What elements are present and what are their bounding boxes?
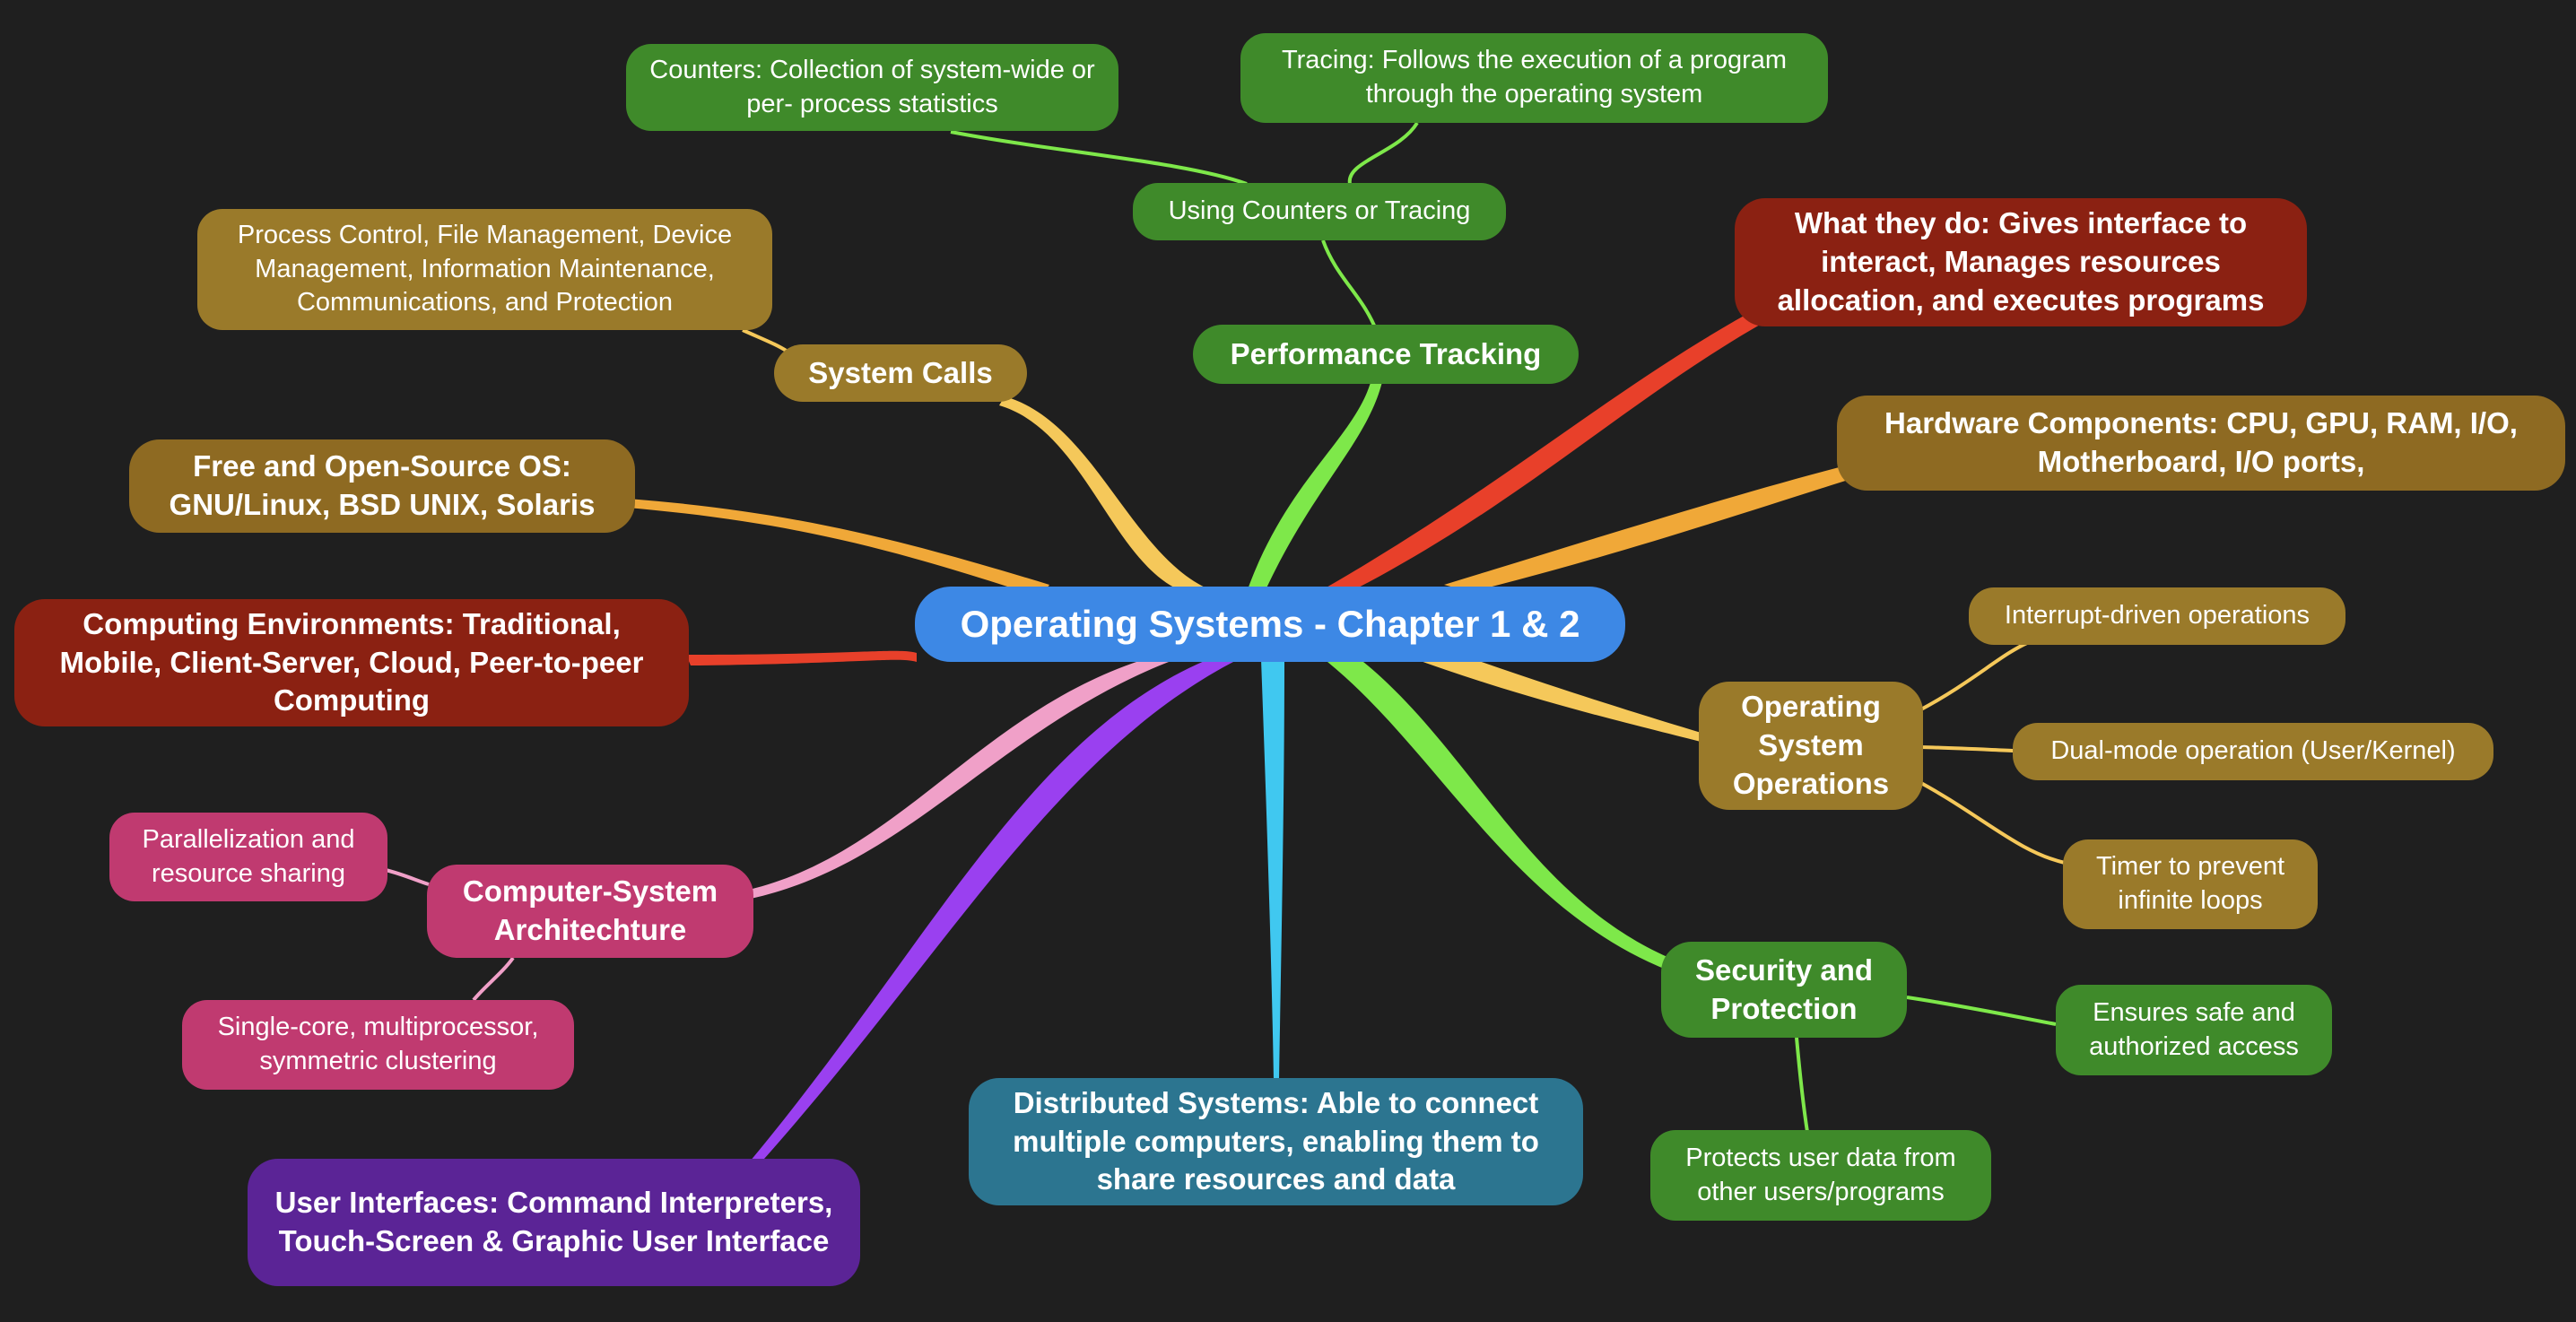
distributed-systems-node[interactable]: Distributed Systems: Able to connect mul… [969, 1078, 1583, 1205]
interrupt-driven-node[interactable]: Interrupt-driven operations [1969, 587, 2345, 645]
security-protection-node[interactable]: Security and Protection [1661, 942, 1907, 1038]
safe-access-node[interactable]: Ensures safe and authorized access [2056, 985, 2332, 1075]
hardware-components-node[interactable]: Hardware Components: CPU, GPU, RAM, I/O,… [1837, 396, 2565, 491]
system-call-types-node[interactable]: Process Control, File Management, Device… [197, 209, 772, 330]
edge-using [1321, 239, 1379, 333]
edge-singlecore [472, 956, 515, 1002]
root-topic[interactable]: Operating Systems - Chapter 1 & 2 [915, 587, 1625, 662]
edge-counters [950, 130, 1248, 186]
user-interfaces-node[interactable]: User Interfaces: Command Interpreters, T… [248, 1159, 860, 1286]
edge-interrupt [1919, 640, 2030, 712]
edge-foss [628, 499, 1049, 597]
dual-mode-node[interactable]: Dual-mode operation (User/Kernel) [2013, 723, 2493, 780]
edge-performance [1247, 359, 1386, 592]
edge-protects [1795, 1037, 1809, 1133]
edge-hardware [1444, 465, 1857, 592]
edge-what-they-do [1318, 305, 1776, 592]
computer-system-architecture-node[interactable]: Computer-System Architechture [427, 865, 753, 958]
edge-security [1318, 655, 1674, 970]
edge-parallel [385, 868, 430, 886]
parallelization-node[interactable]: Parallelization and resource sharing [109, 813, 387, 901]
edge-syscalls [999, 396, 1211, 592]
edge-tracing [1347, 121, 1419, 185]
protects-user-data-node[interactable]: Protects user data from other users/prog… [1650, 1130, 1991, 1221]
edge-syscall-types [742, 328, 789, 353]
using-counters-tracing-node[interactable]: Using Counters or Tracing [1133, 183, 1506, 240]
os-operations-node[interactable]: Operating System Operations [1699, 682, 1923, 810]
edge-distributed [1261, 659, 1284, 1081]
performance-tracking-node[interactable]: Performance Tracking [1193, 325, 1579, 384]
tracing-node[interactable]: Tracing: Follows the execution of a prog… [1240, 33, 1828, 123]
edge-ui [750, 653, 1251, 1167]
timer-node[interactable]: Timer to prevent infinite loops [2063, 839, 2318, 929]
computing-environments-node[interactable]: Computing Environments: Traditional, Mob… [14, 599, 689, 726]
single-core-node[interactable]: Single-core, multiprocessor, symmetric c… [182, 1000, 574, 1090]
edge-computing-env [686, 650, 917, 665]
edge-arch [749, 653, 1193, 899]
foss-node[interactable]: Free and Open-Source OS: GNU/Linux, BSD … [129, 439, 635, 533]
what-they-do-node[interactable]: What they do: Gives interface to interac… [1735, 198, 2307, 326]
edge-osops [1408, 642, 1704, 743]
edge-dualmode [1919, 745, 2015, 752]
edge-timer [1919, 780, 2066, 865]
system-calls-node[interactable]: System Calls [774, 344, 1027, 402]
edge-safe-access [1906, 996, 2057, 1026]
counters-node[interactable]: Counters: Collection of system-wide or p… [626, 44, 1118, 131]
